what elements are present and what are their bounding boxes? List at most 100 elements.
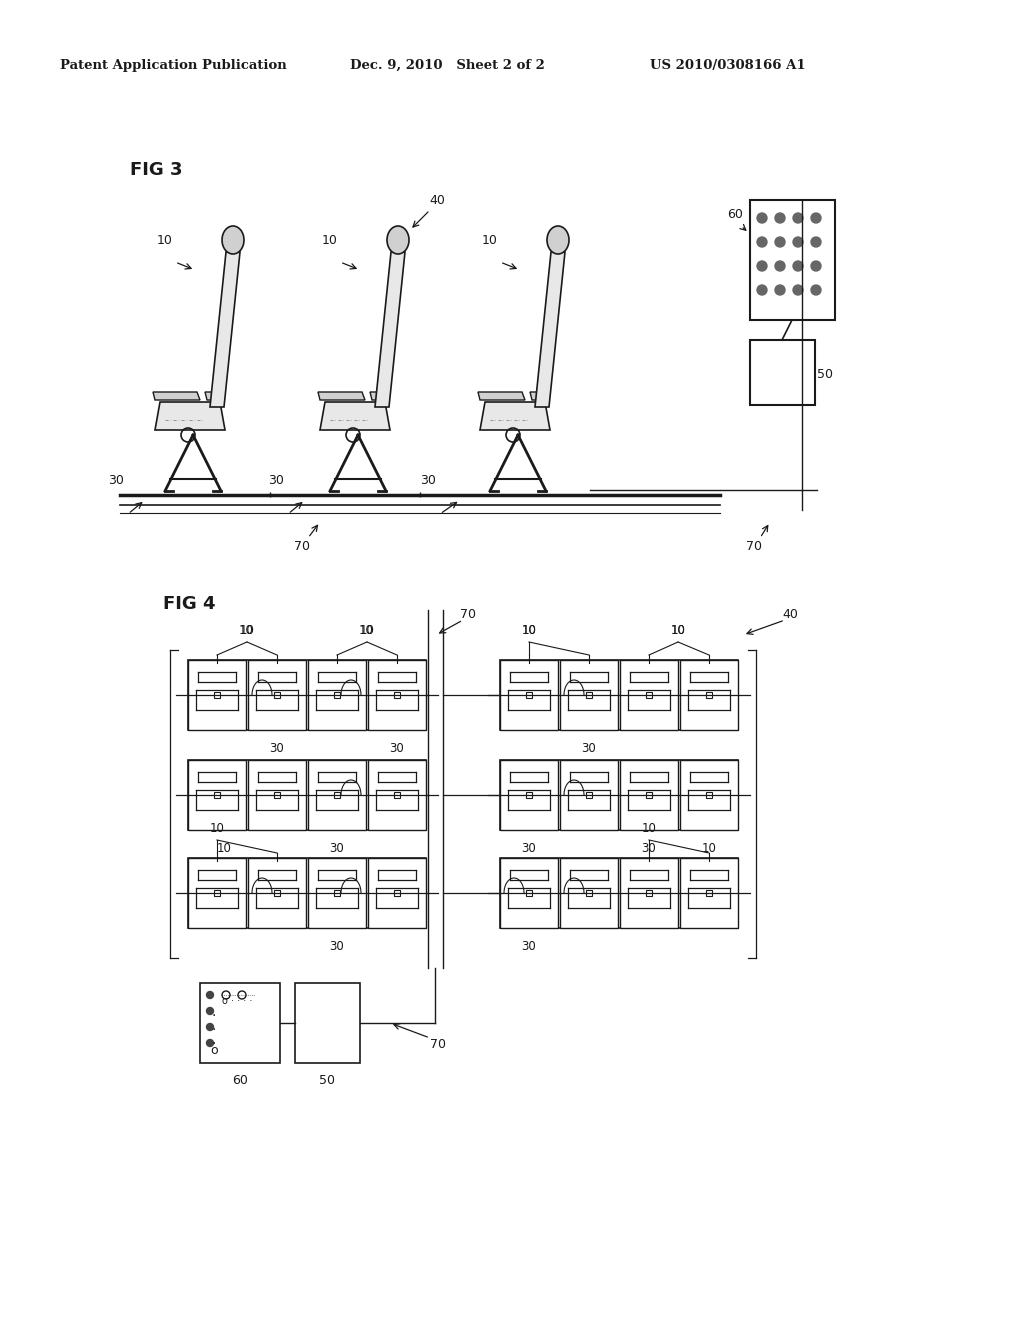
Bar xyxy=(308,760,366,830)
Polygon shape xyxy=(535,252,565,407)
Bar xyxy=(295,983,360,1063)
Bar xyxy=(334,692,340,698)
Bar xyxy=(646,692,652,698)
Bar xyxy=(334,890,340,896)
Polygon shape xyxy=(318,392,365,400)
Circle shape xyxy=(207,1007,213,1015)
Bar xyxy=(188,760,426,830)
Text: 10: 10 xyxy=(217,842,231,854)
Text: 30: 30 xyxy=(268,474,284,487)
Text: 60: 60 xyxy=(232,1074,248,1088)
Circle shape xyxy=(775,261,785,271)
Text: 10: 10 xyxy=(701,842,717,854)
Circle shape xyxy=(757,213,767,223)
Text: 30: 30 xyxy=(521,842,537,854)
Bar xyxy=(368,858,426,928)
Bar xyxy=(500,858,738,928)
Bar xyxy=(526,890,532,896)
Polygon shape xyxy=(153,392,200,400)
Circle shape xyxy=(793,238,803,247)
Text: Patent Application Publication: Patent Application Publication xyxy=(60,58,287,71)
Bar xyxy=(646,890,652,896)
Text: 30: 30 xyxy=(420,474,436,487)
Text: 10: 10 xyxy=(210,821,224,834)
Bar xyxy=(188,858,246,928)
Circle shape xyxy=(757,238,767,247)
Bar xyxy=(560,760,618,830)
Bar xyxy=(500,760,558,830)
Circle shape xyxy=(207,1040,213,1047)
Circle shape xyxy=(757,261,767,271)
Bar xyxy=(214,792,220,799)
Text: 70: 70 xyxy=(294,540,310,553)
Text: ·: · xyxy=(212,1008,216,1023)
Text: 10: 10 xyxy=(521,623,537,636)
Bar xyxy=(368,660,426,730)
Text: 60: 60 xyxy=(727,209,743,222)
Bar xyxy=(188,660,246,730)
Text: ·: · xyxy=(212,1038,216,1051)
Bar xyxy=(188,760,246,830)
Bar xyxy=(680,760,738,830)
Text: 30: 30 xyxy=(521,940,537,953)
Text: 30: 30 xyxy=(642,842,656,854)
Circle shape xyxy=(793,213,803,223)
Bar xyxy=(394,890,400,896)
Bar xyxy=(706,692,712,698)
Circle shape xyxy=(811,213,821,223)
Bar xyxy=(334,792,340,799)
Bar xyxy=(750,341,815,405)
Text: 40: 40 xyxy=(429,194,445,207)
Polygon shape xyxy=(478,392,525,400)
Text: 50: 50 xyxy=(817,368,833,381)
Bar xyxy=(500,760,738,830)
Bar xyxy=(620,858,678,928)
Bar xyxy=(586,890,592,896)
Bar xyxy=(620,760,678,830)
Text: 40: 40 xyxy=(782,609,798,622)
Text: 10: 10 xyxy=(323,234,338,247)
Bar xyxy=(214,890,220,896)
Text: 30: 30 xyxy=(330,940,344,953)
Ellipse shape xyxy=(222,226,244,253)
Text: 70: 70 xyxy=(460,609,476,622)
Polygon shape xyxy=(205,392,220,400)
Bar xyxy=(706,792,712,799)
Text: 10: 10 xyxy=(359,623,375,636)
Bar xyxy=(586,792,592,799)
Text: 10: 10 xyxy=(239,623,253,636)
Text: 10: 10 xyxy=(157,234,173,247)
Circle shape xyxy=(775,213,785,223)
Bar xyxy=(394,792,400,799)
Bar xyxy=(274,890,280,896)
Polygon shape xyxy=(210,252,240,407)
Circle shape xyxy=(757,285,767,294)
Text: 30: 30 xyxy=(582,742,596,755)
Circle shape xyxy=(775,238,785,247)
Ellipse shape xyxy=(547,226,569,253)
Bar xyxy=(500,660,738,730)
Text: 10: 10 xyxy=(240,623,254,636)
Bar xyxy=(500,660,558,730)
Circle shape xyxy=(207,1023,213,1031)
Bar xyxy=(368,760,426,830)
Circle shape xyxy=(793,261,803,271)
Text: 10: 10 xyxy=(671,623,685,636)
Text: 70: 70 xyxy=(746,540,762,553)
Text: 10: 10 xyxy=(521,623,537,636)
Text: US 2010/0308166 A1: US 2010/0308166 A1 xyxy=(650,58,806,71)
Circle shape xyxy=(793,285,803,294)
Bar xyxy=(394,692,400,698)
Bar xyxy=(308,660,366,730)
Bar xyxy=(188,660,426,730)
Circle shape xyxy=(775,285,785,294)
Bar xyxy=(500,858,558,928)
Bar xyxy=(560,858,618,928)
Text: 30: 30 xyxy=(109,474,124,487)
Text: FIG 3: FIG 3 xyxy=(130,161,182,180)
Ellipse shape xyxy=(387,226,409,253)
Polygon shape xyxy=(530,392,545,400)
Polygon shape xyxy=(480,403,550,430)
Bar xyxy=(586,692,592,698)
Bar xyxy=(308,858,366,928)
